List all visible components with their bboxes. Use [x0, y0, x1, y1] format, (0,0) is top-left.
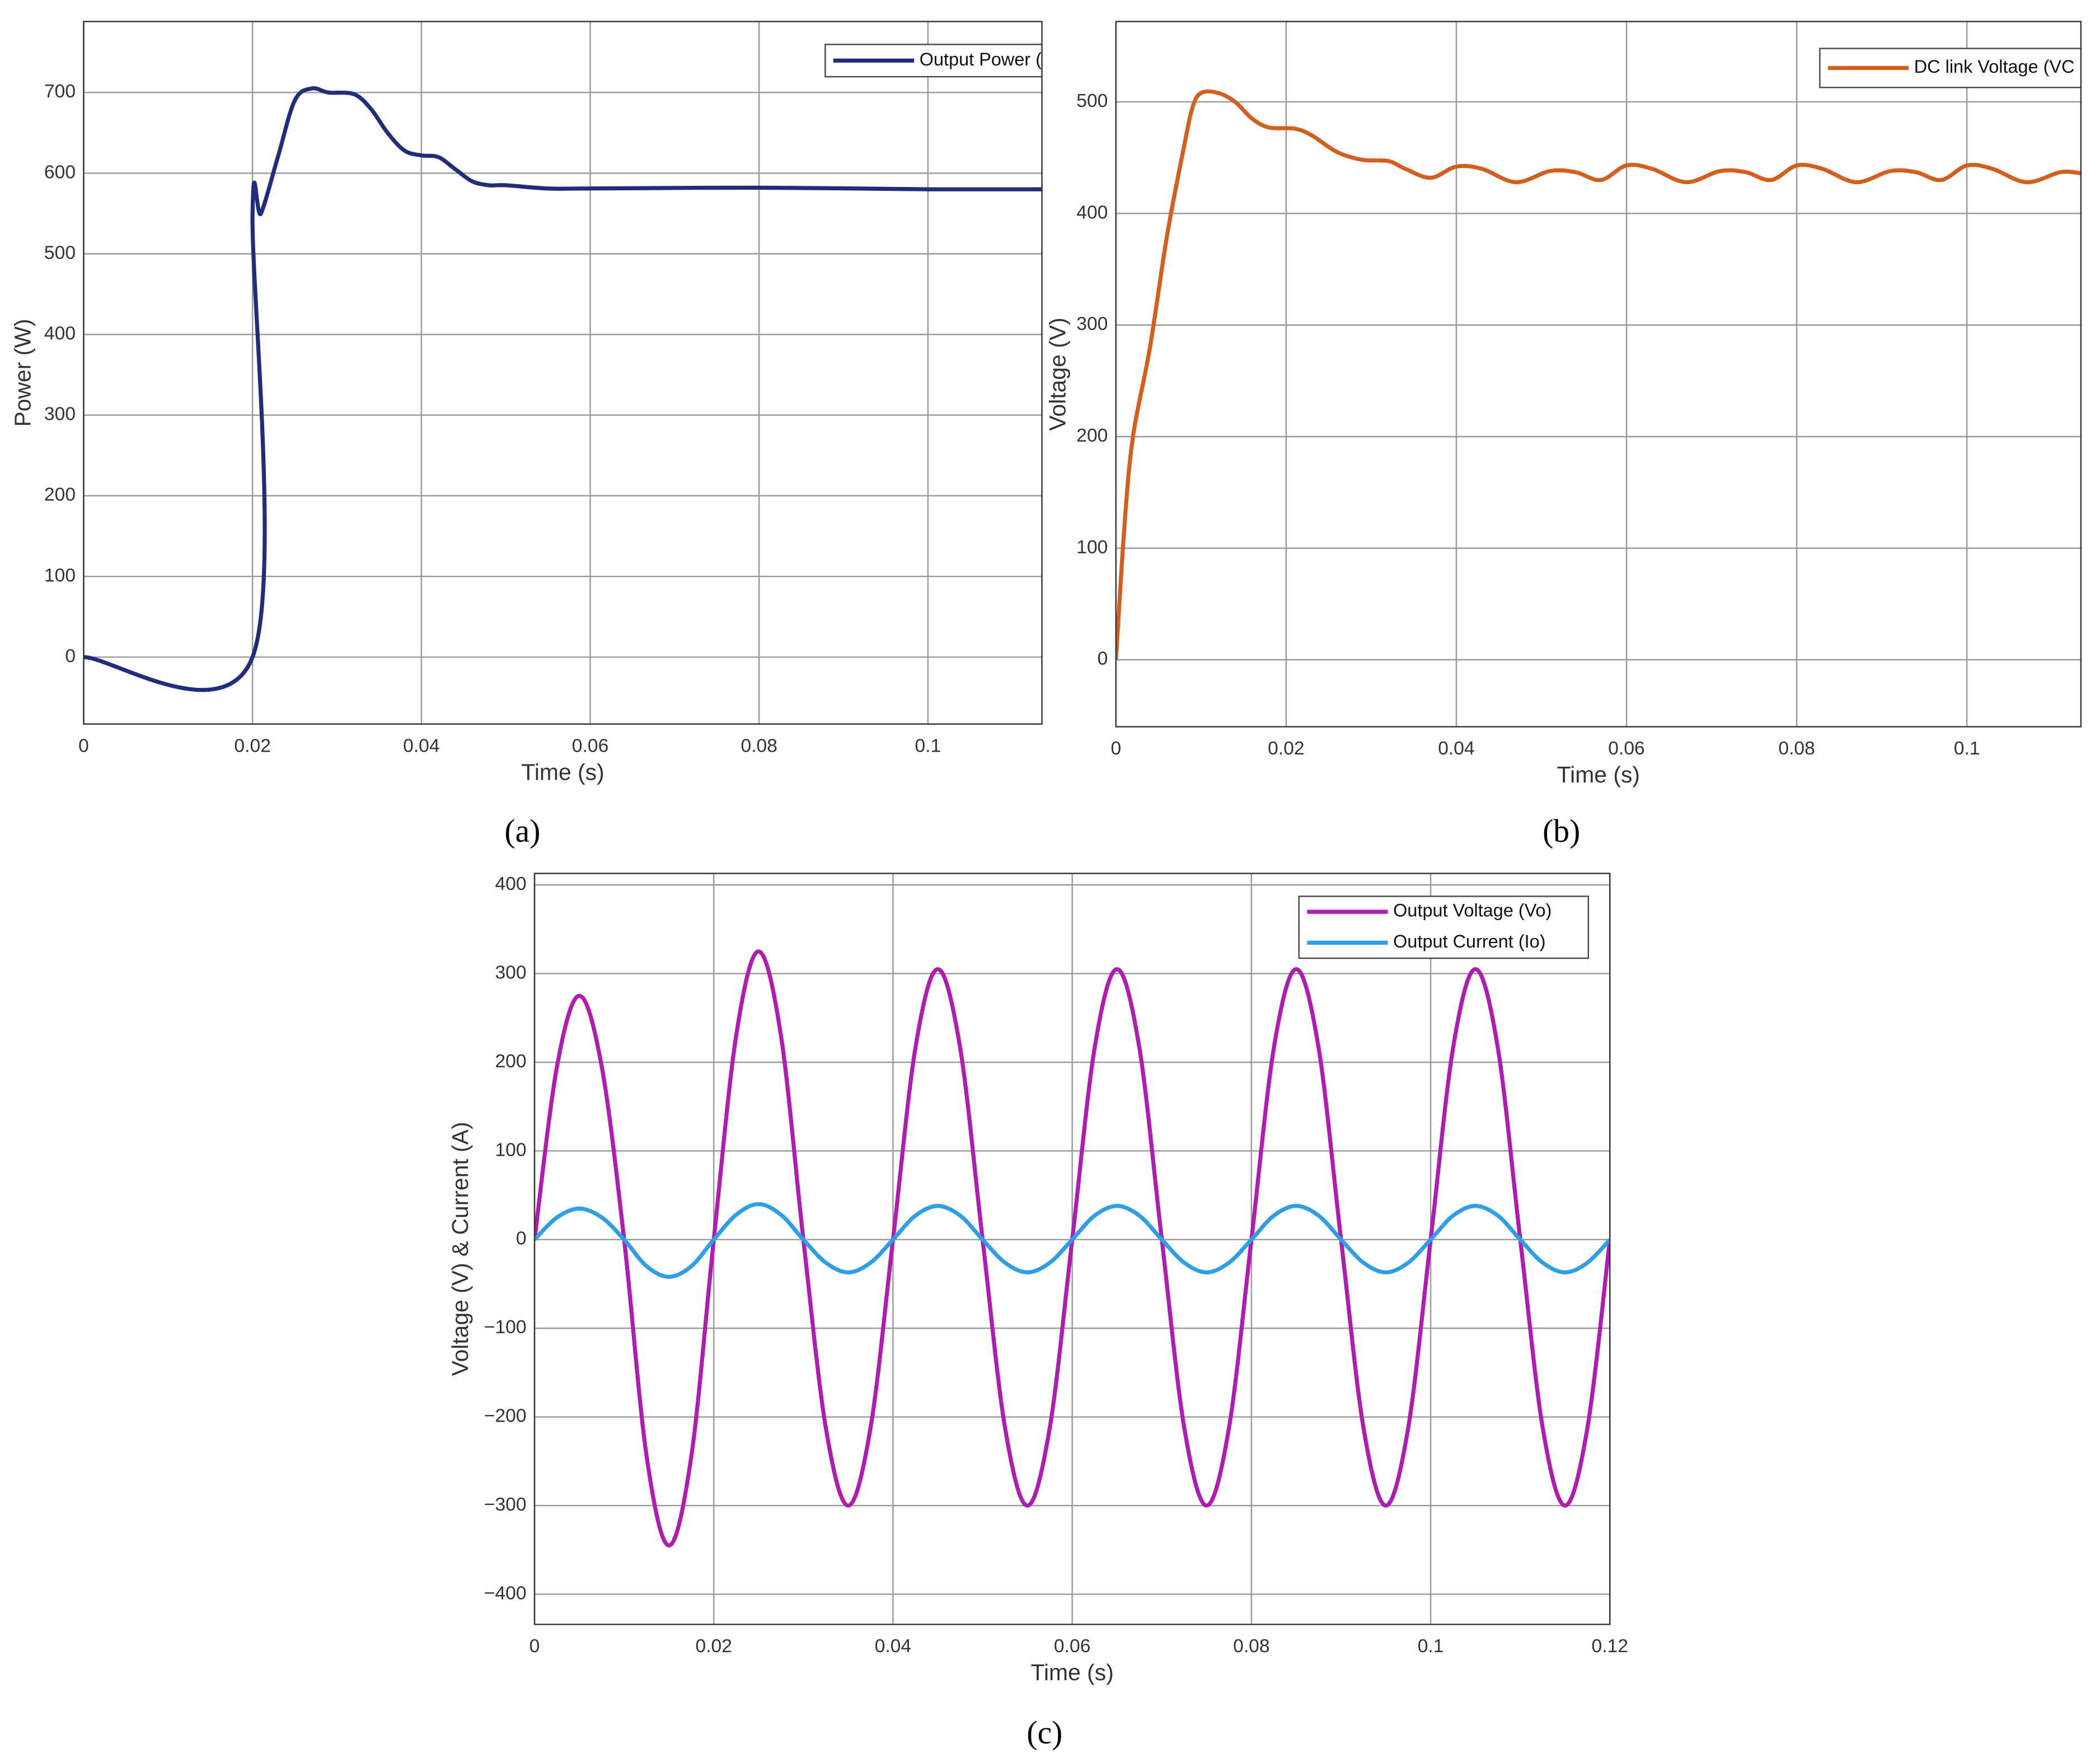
x-tick-label: 0.08	[740, 735, 777, 756]
plot-area	[1115, 21, 2081, 727]
plot-frame	[1115, 21, 2082, 728]
x-tick-label: 0	[529, 1636, 540, 1657]
chart: 0 100 200 300 400 500 600 700 0 0.02 0.04 0.06 0.08 0…	[10, 21, 1043, 849]
plot: Output Voltage (Vo) Output Current (Io)	[535, 895, 1610, 1548]
legend-box	[1298, 895, 1590, 959]
y-tick-label: 600	[44, 162, 76, 182]
plot-area	[83, 21, 1042, 724]
legend-label: Output Voltage (Vo)	[1393, 901, 1551, 921]
y-tick-label: 500	[44, 242, 76, 263]
y-tick-label: 100	[1076, 537, 1108, 557]
y-tick-label: 500	[1076, 91, 1108, 111]
y-tick-label: 300	[495, 962, 526, 983]
y-tick-label: 300	[1076, 314, 1108, 335]
x-tick-label: 0.1	[915, 735, 941, 756]
caption: (b)	[1543, 814, 1580, 849]
x-axis-label: Time (s)	[1557, 762, 1640, 787]
chart: 0 100 200 300 400 500 0 0.02 0.04 0.06 0.08 0.1 DC l…	[1045, 21, 2082, 849]
plot-frame	[83, 21, 1043, 725]
legend-label: Output Current (Io)	[1393, 931, 1545, 951]
x-tick-label: 0.04	[875, 1636, 912, 1657]
series-line	[535, 1202, 1610, 1279]
plot-frame	[533, 873, 1611, 1625]
y-tick-label: 400	[1076, 202, 1108, 223]
caption: (c)	[1026, 1715, 1062, 1751]
legend-label: Output Power (	[920, 49, 1042, 69]
y-tick-label: 200	[44, 485, 76, 505]
y-axis-label: Voltage (V)	[1045, 317, 1071, 430]
x-tick-label: 0.1	[1954, 738, 1980, 759]
x-tick-label: 0.1	[1418, 1636, 1444, 1657]
x-tick-label: 0.04	[1438, 738, 1475, 759]
x-axis-label: Time (s)	[521, 759, 604, 785]
y-tick-label: −400	[484, 1583, 527, 1603]
x-tick-label: 0.06	[1608, 738, 1645, 759]
y-axis-label: Power (W)	[10, 319, 36, 427]
y-tick-label: 0	[65, 646, 76, 667]
x-tick-label: 0.04	[403, 735, 440, 756]
chart: −400 −300 −200 −100 0 100 200 300 400 0 0.02 0.04 0.…	[447, 873, 1629, 1751]
x-tick-label: 0.02	[234, 735, 271, 756]
y-tick-label: 0	[1098, 649, 1108, 669]
plot: Output Power (	[83, 44, 1042, 692]
y-tick-label: 100	[495, 1140, 526, 1160]
y-axis-label: Voltage (V) & Current (A)	[447, 1122, 473, 1376]
x-tick-label: 0.08	[1778, 738, 1815, 759]
y-tick-label: 0	[516, 1229, 527, 1249]
y-tick-label: 200	[495, 1051, 526, 1072]
x-tick-label: 0.08	[1233, 1636, 1270, 1657]
series-line	[1115, 89, 2081, 660]
legend-label: DC link Voltage (VC	[1914, 57, 2075, 77]
y-tick-label: 200	[1076, 425, 1108, 446]
y-tick-label: 400	[44, 323, 76, 344]
y-tick-label: 100	[44, 565, 76, 586]
plot: DC link Voltage (VC	[1115, 48, 2081, 660]
x-tick-label: 0	[78, 735, 89, 756]
x-tick-label: 0.12	[1592, 1636, 1629, 1657]
y-tick-label: 300	[44, 404, 76, 425]
x-axis-label: Time (s)	[1031, 1659, 1114, 1685]
caption: (a)	[504, 814, 540, 849]
x-tick-label: 0.06	[1054, 1636, 1091, 1657]
y-tick-label: −200	[484, 1406, 527, 1427]
y-tick-label: −300	[484, 1494, 527, 1515]
x-tick-label: 0.02	[1268, 738, 1305, 759]
y-tick-label: 700	[44, 81, 76, 102]
x-tick-label: 0.06	[572, 735, 609, 756]
x-tick-label: 0.02	[695, 1636, 732, 1657]
y-tick-label: 400	[495, 874, 526, 894]
x-tick-label: 0	[1110, 738, 1121, 759]
y-tick-label: −100	[484, 1317, 527, 1338]
series-line	[83, 86, 1042, 692]
